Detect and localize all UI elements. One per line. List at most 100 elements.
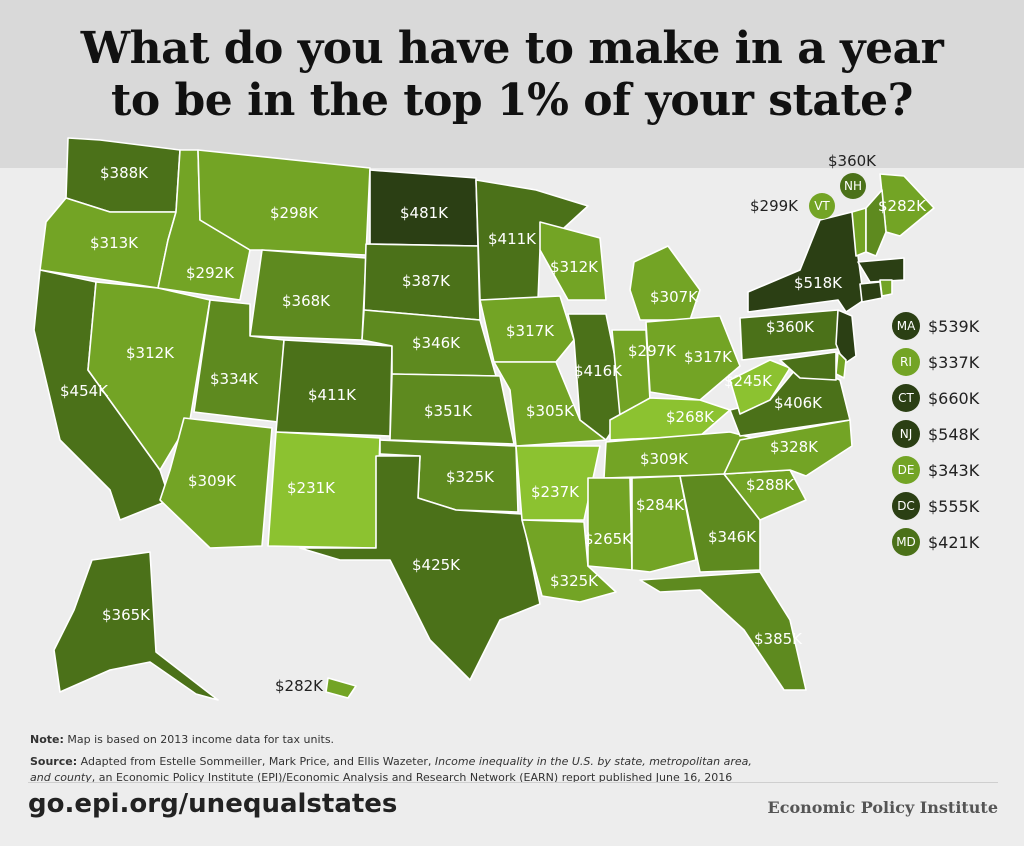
state-value-me: $282K	[878, 197, 927, 215]
state-value-mi: $307K	[650, 288, 699, 306]
small-state-badge-vt[interactable]	[809, 193, 835, 219]
state-FL[interactable]	[639, 571, 807, 691]
state-value-mt: $298K	[270, 204, 319, 222]
state-AR[interactable]	[515, 445, 601, 521]
state-MD-shape[interactable]	[779, 351, 837, 381]
source-label: Source:	[30, 755, 78, 768]
state-GA[interactable]	[679, 473, 761, 573]
state-value-in: $297K	[628, 342, 677, 360]
state-value-tn: $309K	[640, 450, 689, 468]
legend-code-ma: MA	[897, 319, 916, 333]
state-IL[interactable]	[567, 313, 627, 441]
state-value-hi: $282K	[275, 677, 324, 695]
note-label: Note:	[30, 733, 64, 746]
state-OH[interactable]	[645, 315, 741, 401]
state-NJ-shape[interactable]	[835, 309, 857, 365]
state-value-ak: $365K	[102, 606, 151, 624]
title-line-2: to be in the top 1% of your state?	[111, 75, 913, 126]
state-IA[interactable]	[479, 295, 575, 363]
state-value-tx: $425K	[412, 556, 461, 574]
state-value-ny: $518K	[794, 274, 843, 292]
legend-code-dc: DC	[897, 499, 915, 513]
state-AL[interactable]	[631, 475, 697, 573]
state-value-ar: $237K	[531, 483, 580, 501]
legend-code-ct: CT	[898, 391, 914, 405]
state-value-ks: $351K	[424, 402, 473, 420]
state-value-ca: $454K	[60, 382, 109, 400]
state-MI[interactable]	[629, 245, 701, 321]
legend-value-nj: $548K	[928, 425, 980, 444]
footer-url[interactable]: go.epi.org/unequalstates	[28, 789, 398, 819]
map-note: Note: Map is based on 2013 income data f…	[30, 733, 334, 746]
legend-value-de: $343K	[928, 461, 980, 480]
small-state-code-nh: NH	[844, 179, 862, 193]
state-value-ia: $317K	[506, 322, 555, 340]
state-CT-shape[interactable]	[859, 281, 883, 303]
state-MA-shape[interactable]	[857, 257, 905, 283]
state-value-wi: $312K	[550, 258, 599, 276]
state-value-ga: $346K	[708, 528, 757, 546]
legend-value-ri: $337K	[928, 353, 980, 372]
state-value-il: $416K	[574, 362, 623, 380]
state-TX[interactable]	[299, 455, 541, 681]
state-value-sc: $288K	[746, 476, 795, 494]
state-value-nd: $481K	[400, 204, 449, 222]
state-value-fl: $385K	[754, 630, 803, 648]
legend-badge-dc	[892, 492, 920, 520]
state-MS[interactable]	[587, 477, 633, 571]
legend-badge-ri	[892, 348, 920, 376]
state-value-sd: $387K	[402, 272, 451, 290]
legend-badge-md	[892, 528, 920, 556]
state-value-oh: $317K	[684, 348, 733, 366]
state-value-nv: $312K	[126, 344, 175, 362]
small-state-badge-nh[interactable]	[840, 173, 866, 199]
legend-code-nj: NJ	[900, 427, 913, 441]
legend-badge-de	[892, 456, 920, 484]
state-value-la: $325K	[550, 572, 599, 590]
state-KS[interactable]	[389, 373, 515, 445]
state-value-al: $284K	[636, 496, 685, 514]
state-value-nc: $328K	[770, 438, 819, 456]
state-value-co: $411K	[308, 386, 357, 404]
note-text: Map is based on 2013 income data for tax…	[67, 733, 335, 746]
state-WV[interactable]	[729, 359, 791, 415]
legend-value-dc: $555K	[928, 497, 980, 516]
state-value-ne: $346K	[412, 334, 461, 352]
state-value-ut: $334K	[210, 370, 259, 388]
state-value-id: $292K	[186, 264, 235, 282]
state-WI[interactable]	[539, 221, 607, 301]
legend-badge-nj	[892, 420, 920, 448]
small-state-value-vt: $299K	[750, 197, 799, 215]
legend-value-ma: $539K	[928, 317, 980, 336]
state-value-mn: $411K	[488, 230, 537, 248]
state-value-wa: $388K	[100, 164, 149, 182]
title-line-1: What do you have to make in a year	[80, 23, 944, 74]
legend-badge-ct	[892, 384, 920, 412]
state-RI-shape[interactable]	[879, 279, 893, 297]
state-LA[interactable]	[521, 519, 617, 603]
legend-value-md: $421K	[928, 533, 980, 552]
small-state-value-nh: $360K	[828, 152, 877, 170]
legend-code-ri: RI	[900, 355, 912, 369]
state-HI[interactable]	[325, 677, 357, 699]
state-AK[interactable]	[53, 551, 219, 701]
state-value-wv: $245K	[724, 372, 773, 390]
legend-value-ct: $660K	[928, 389, 980, 408]
legend-code-md: MD	[896, 535, 916, 549]
state-AZ[interactable]	[159, 417, 273, 549]
state-value-ky: $268K	[666, 408, 715, 426]
state-value-wy: $368K	[282, 292, 331, 310]
state-NH-shape[interactable]	[865, 189, 887, 257]
state-NY[interactable]	[747, 211, 865, 313]
state-value-nm: $231K	[287, 479, 336, 497]
legend-badge-ma	[892, 312, 920, 340]
state-value-va: $406K	[774, 394, 823, 412]
source-title: Income inequality in the U.S. by state, …	[30, 755, 752, 784]
footer-divider	[28, 782, 998, 783]
map-source: Source: Adapted from Estelle Sommeiller,…	[30, 754, 760, 786]
state-value-mo: $305K	[526, 402, 575, 420]
legend-code-de: DE	[898, 463, 915, 477]
small-state-code-vt: VT	[814, 199, 830, 213]
state-value-az: $309K	[188, 472, 237, 490]
